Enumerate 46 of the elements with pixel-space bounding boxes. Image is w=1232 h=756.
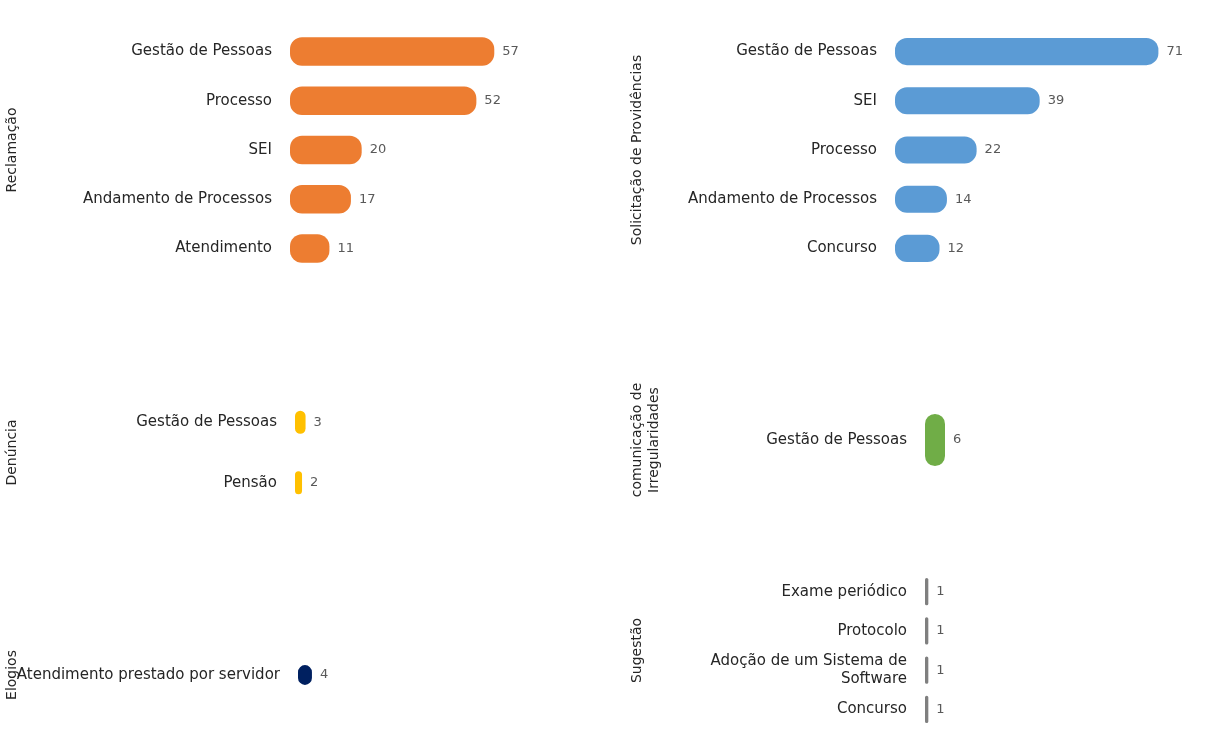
data-label: 17 xyxy=(358,190,376,206)
y-axis-title: Denúncia xyxy=(3,419,20,486)
data-label: 12 xyxy=(947,239,965,255)
data-label: 20 xyxy=(369,141,387,157)
y-tick-label: Pensão xyxy=(223,472,277,491)
data-label: 1 xyxy=(936,583,945,598)
y-tick-label: Processo xyxy=(810,139,877,158)
y-axis-title: comunicação de Irregularidades xyxy=(628,382,661,498)
data-label: 1 xyxy=(936,622,945,638)
y-tick-label: Processo xyxy=(205,90,272,109)
data-label: 4 xyxy=(319,666,329,682)
y-axis-title: Sugestão xyxy=(628,617,645,684)
data-label: 71 xyxy=(1166,42,1183,58)
data-label: 1 xyxy=(936,661,945,677)
data-label: 52 xyxy=(484,92,501,108)
data-label: 39 xyxy=(1047,92,1065,108)
y-tick-label: Gestão de Pessoas xyxy=(136,412,278,431)
data-label: 22 xyxy=(984,141,1002,157)
data-label: 57 xyxy=(502,42,519,58)
y-tick-label: Gestão de Pessoas xyxy=(736,41,878,60)
y-tick-label: Andamento de Processos xyxy=(687,189,878,208)
bar xyxy=(895,87,1040,115)
y-tick-label: Atendimento xyxy=(175,238,272,257)
data-label: 1 xyxy=(936,700,945,716)
bar xyxy=(895,38,1159,66)
data-label: 11 xyxy=(337,239,354,255)
y-tick-label: Andamento de Processos xyxy=(82,189,273,208)
data-label: 2 xyxy=(310,474,319,490)
y-tick-label: SEI xyxy=(853,90,877,109)
bar xyxy=(290,37,495,66)
y-tick-label: Protocolo xyxy=(837,620,907,639)
y-axis-title: Reclamação xyxy=(3,107,20,193)
y-tick-label: Concurso xyxy=(836,699,907,718)
bar xyxy=(290,86,477,116)
bar xyxy=(895,136,977,164)
data-label: 6 xyxy=(952,431,962,447)
data-label: 14 xyxy=(954,190,972,206)
y-axis-title: Solicitação de Providências xyxy=(628,54,645,246)
y-tick-label: SEI xyxy=(248,139,272,158)
y-tick-label: Exame periódico xyxy=(781,581,907,600)
y-tick-label: Adoção de um Sistema de Software xyxy=(710,651,907,688)
y-tick-label: Gestão de Pessoas xyxy=(766,429,908,448)
y-tick-label: Concurso xyxy=(806,238,877,257)
y-tick-label: Gestão de Pessoas xyxy=(131,41,273,60)
data-label: 3 xyxy=(313,413,322,429)
bar xyxy=(290,135,362,165)
